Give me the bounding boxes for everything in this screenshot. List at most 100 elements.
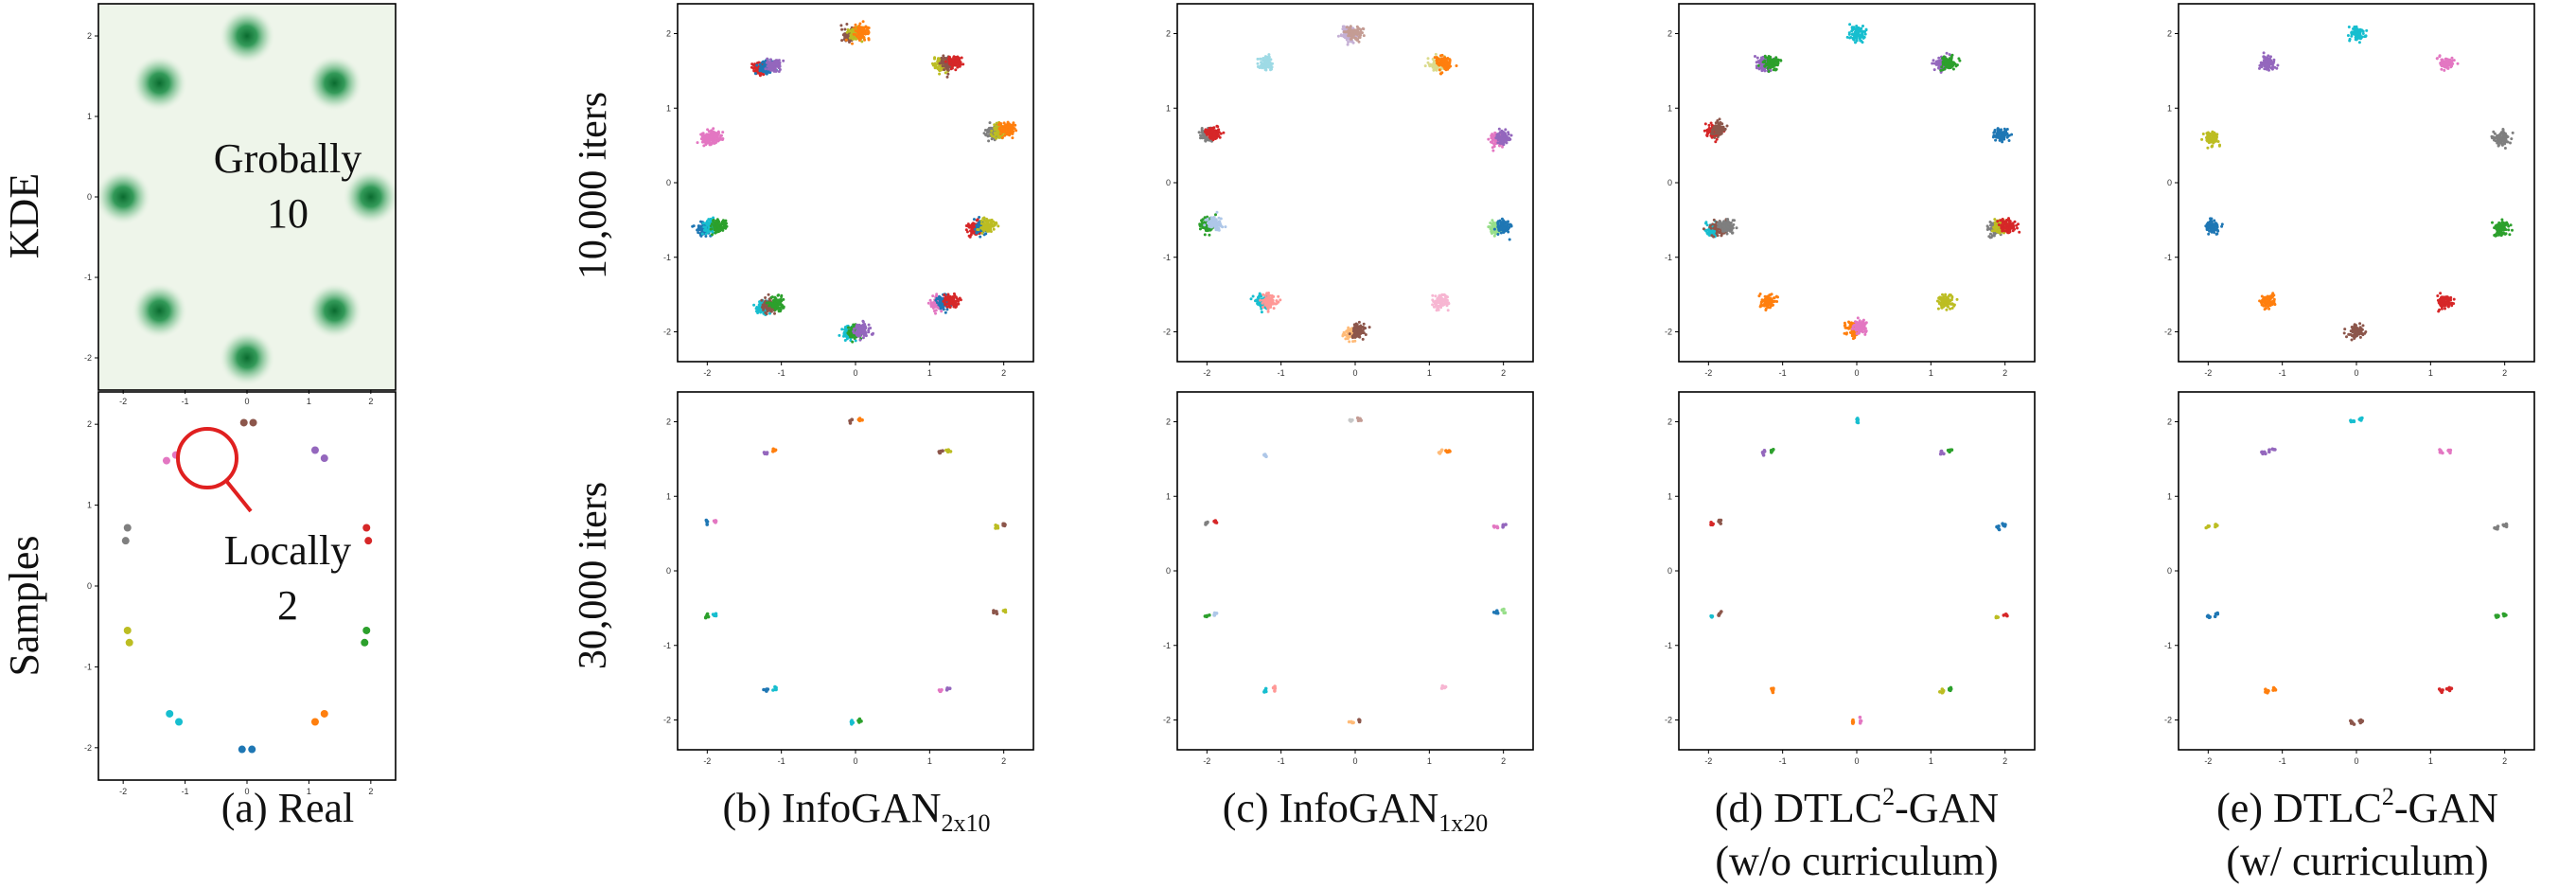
sample-point <box>1435 59 1438 62</box>
y-tick-label: 1 <box>666 103 671 113</box>
y-tick-label: 0 <box>666 566 671 576</box>
sample-point <box>718 222 722 226</box>
sample-point <box>1010 126 1014 130</box>
y-tick-label: 1 <box>87 501 92 510</box>
sample-point <box>1351 34 1355 38</box>
sample-point <box>772 69 776 73</box>
sample-point <box>1357 718 1361 721</box>
sample-point <box>1272 294 1276 298</box>
sample-point <box>709 224 713 228</box>
sample-point <box>1438 58 1442 62</box>
sample-point <box>320 709 328 718</box>
y-tick-label: 1 <box>666 491 671 501</box>
sample-point <box>1259 57 1262 61</box>
sample-point <box>987 229 991 233</box>
sample-point <box>1270 67 1273 71</box>
sample-point <box>765 303 768 307</box>
sample-point <box>1212 613 1217 617</box>
sample-point <box>711 140 715 144</box>
sample-point <box>1249 297 1253 301</box>
sample-point <box>1256 62 1260 65</box>
panel-frame <box>97 391 397 781</box>
sample-point <box>1273 684 1277 688</box>
sample-point <box>769 308 773 311</box>
sample-point <box>1500 137 1504 141</box>
sample-point <box>782 306 785 310</box>
sample-point <box>248 745 256 754</box>
sample-point <box>1008 123 1012 127</box>
sample-point <box>1437 451 1441 454</box>
panel-grid: -2-2-1-1001122-2-2-1-1001122-2-2-1-10011… <box>84 3 2535 796</box>
sample-point <box>944 296 946 300</box>
sample-point <box>1958 59 1962 62</box>
sample-point <box>976 228 979 231</box>
sample-point <box>1431 303 1435 307</box>
sample-point <box>767 293 770 296</box>
sample-point <box>121 537 130 545</box>
sample-point <box>1502 226 1506 230</box>
sample-point <box>1200 219 1203 222</box>
y-tick-label: -1 <box>1163 641 1171 650</box>
sample-point <box>772 449 777 453</box>
sample-point <box>782 59 785 62</box>
sample-point <box>1491 221 1495 224</box>
sample-point <box>944 301 947 305</box>
sample-point <box>942 308 945 311</box>
panel-frame <box>677 3 1034 363</box>
sample-point <box>758 62 762 66</box>
sample-point <box>843 326 847 329</box>
sample-point <box>1849 36 1853 39</box>
sample-point <box>986 222 990 225</box>
sample-point <box>1434 67 1438 71</box>
sample-point <box>1432 65 1436 69</box>
x-tick-label: 2 <box>1501 368 1506 378</box>
sample-point <box>1206 129 1209 133</box>
sample-point <box>1259 303 1262 307</box>
sample-point <box>125 638 133 647</box>
sample-point <box>958 62 962 65</box>
sample-point <box>1447 63 1451 66</box>
sample-point <box>1847 31 1851 35</box>
sample-point <box>970 230 974 233</box>
sample-point <box>1493 131 1497 134</box>
sample-point <box>1271 299 1275 303</box>
y-tick-label: 1 <box>87 112 92 121</box>
sample-point <box>988 224 992 227</box>
sample-point <box>1502 137 1506 141</box>
sample-point <box>1853 33 1857 37</box>
sample-point <box>1258 66 1262 69</box>
sample-point <box>1439 686 1444 690</box>
sample-point <box>947 686 952 690</box>
sample-point <box>955 59 959 62</box>
sample-point <box>1349 27 1352 31</box>
sample-point <box>772 298 776 302</box>
sample-point <box>698 227 702 231</box>
sample-point <box>2006 134 2010 138</box>
sample-point <box>780 293 784 297</box>
sample-point <box>1217 228 1221 232</box>
sample-point <box>957 302 961 306</box>
y-tick-label: -1 <box>84 273 92 282</box>
sample-point <box>1224 225 1227 229</box>
sample-point <box>940 310 944 313</box>
x-tick-label: 1 <box>1427 368 1432 378</box>
sample-point <box>1436 297 1439 300</box>
panel-frame <box>677 391 1034 751</box>
sample-point <box>1002 524 1007 528</box>
y-tick-label: 1 <box>1166 491 1171 501</box>
sample-point <box>1361 27 1365 30</box>
sample-point <box>840 328 844 331</box>
sample-point <box>1218 221 1222 224</box>
sample-point <box>944 311 947 314</box>
sample-point <box>1266 308 1270 311</box>
sample-point <box>947 55 951 59</box>
sample-point <box>945 308 949 311</box>
sample-point <box>863 329 867 333</box>
y-tick-label: 2 <box>87 31 92 41</box>
sample-point <box>1345 38 1349 42</box>
sample-point <box>937 59 940 62</box>
panel-frame <box>1176 391 1534 751</box>
sample-point <box>1357 40 1361 44</box>
sample-point <box>1361 329 1365 333</box>
sample-point <box>978 216 981 219</box>
